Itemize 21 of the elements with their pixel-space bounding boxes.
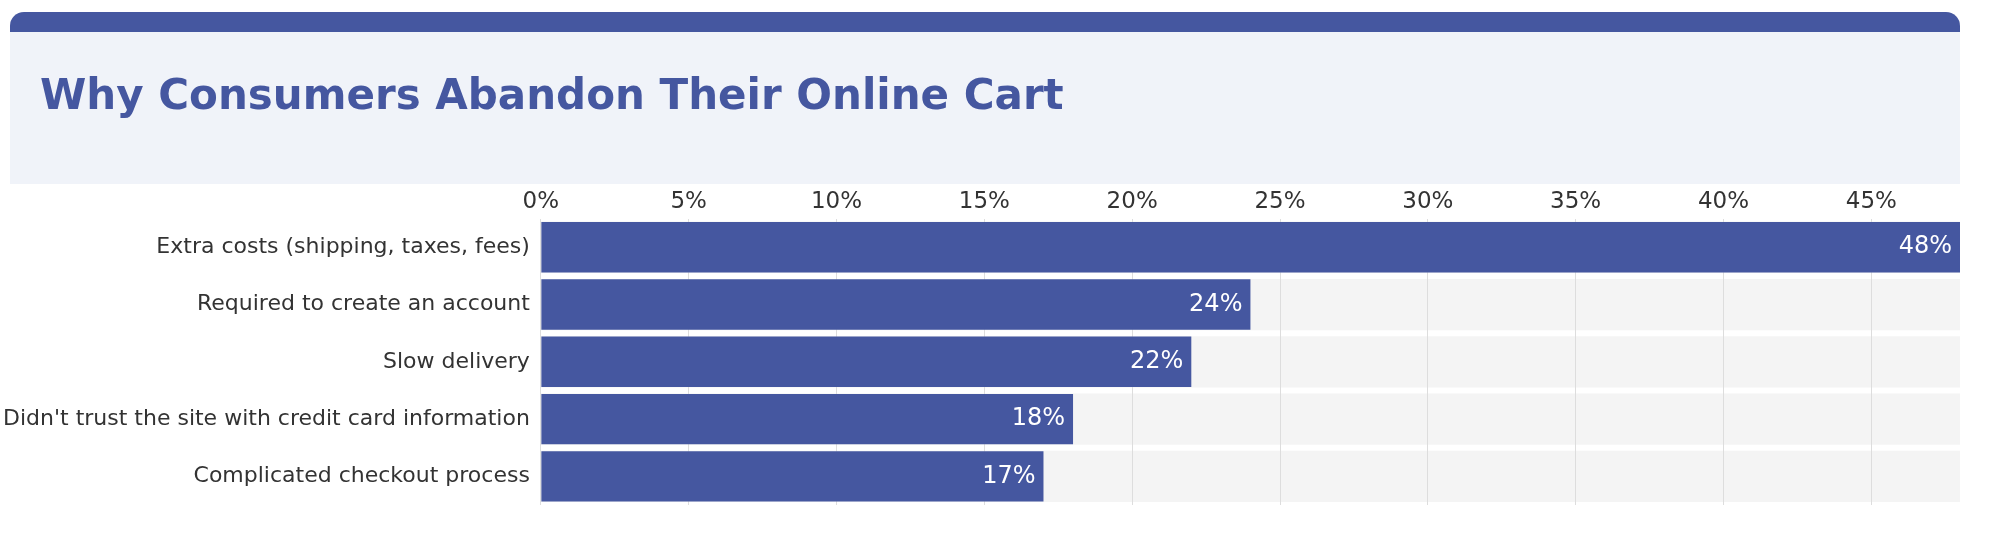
data-label: 22% [1129,346,1184,375]
x-tick-label: 25% [1254,186,1306,213]
data-label: 17% [982,460,1036,489]
y-tick-label: Required to create an account [196,290,531,316]
y-tick-label: Complicated checkout process [193,462,530,488]
x-tick-label: 45% [1845,186,1897,213]
y-tick-label: Slow delivery [383,347,530,373]
x-tick-label: 30% [1402,186,1454,213]
y-tick-label: Extra costs (shipping, taxes, fees) [156,232,530,258]
x-tick-label: 0% [522,186,560,213]
x-tick-label: 35% [1550,186,1602,213]
chart-title: Why Consumers Abandon Their Online Cart [40,70,1064,119]
x-tick-label: 15% [958,186,1010,213]
data-label: 48% [1898,231,1952,260]
y-tick-label: Didn't trust the site with credit card information [3,404,530,430]
data-label: 18% [1011,403,1066,432]
data-label: 24% [1189,288,1243,317]
x-tick-label: 40% [1697,186,1750,213]
x-tick-label: 5% [670,186,707,213]
x-tick-label: 20% [1106,186,1158,213]
x-tick-label: 10% [810,186,863,213]
